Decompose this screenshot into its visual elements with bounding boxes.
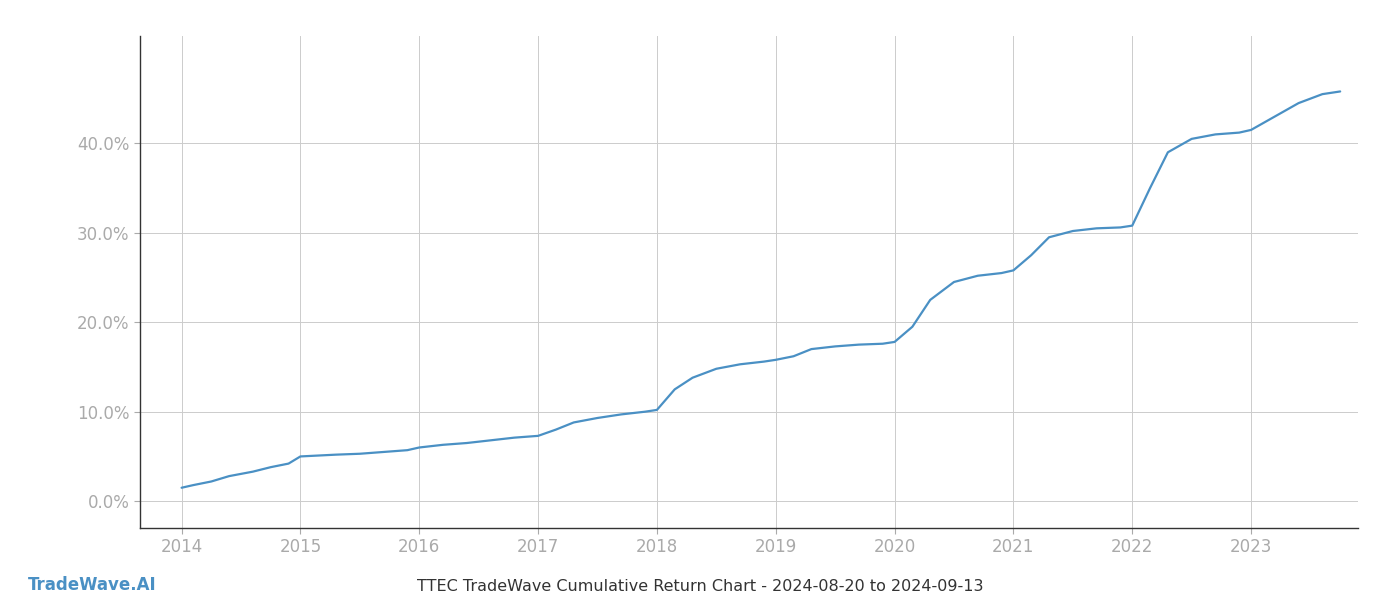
Text: TTEC TradeWave Cumulative Return Chart - 2024-08-20 to 2024-09-13: TTEC TradeWave Cumulative Return Chart -… (417, 579, 983, 594)
Text: TradeWave.AI: TradeWave.AI (28, 576, 157, 594)
